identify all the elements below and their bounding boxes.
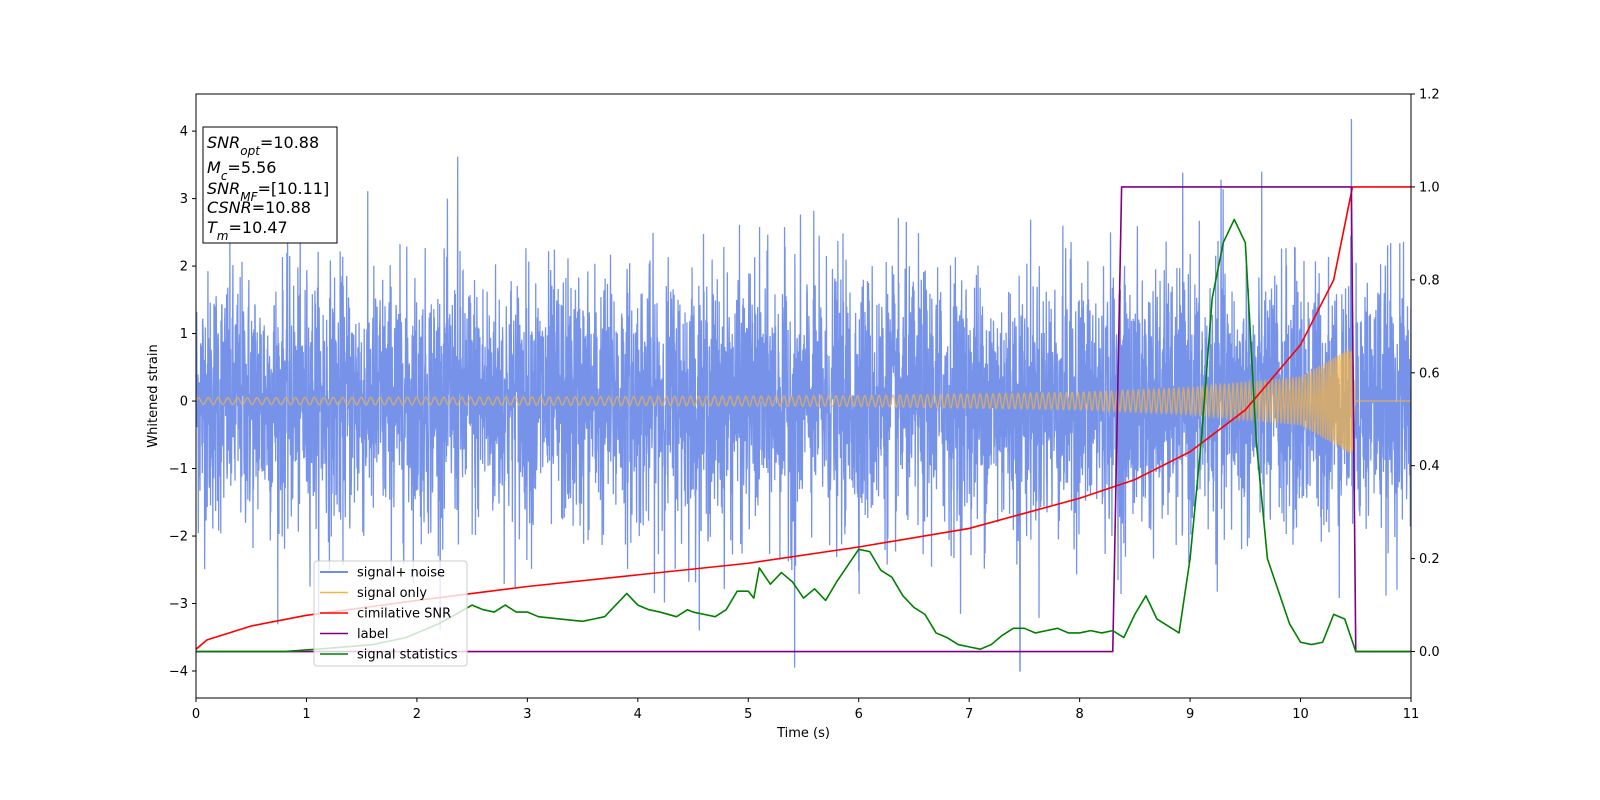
legend-item: signal statistics	[320, 648, 458, 663]
legend-label: cimilative SNR	[357, 607, 451, 622]
legend-frame	[313, 560, 468, 667]
x-tick-label: 8	[1075, 707, 1083, 722]
legend-label: label	[357, 627, 388, 642]
y-tick-label-right: 1.2	[1419, 88, 1440, 103]
y-tick-label-right: 0.2	[1419, 552, 1440, 567]
y-tick-label-right: 0.4	[1419, 459, 1440, 474]
annotation-snr-mf: SNRMF=[10.11]	[207, 179, 329, 204]
legend: signal+ noise signal only cimilative SNR la…	[313, 560, 468, 667]
annotation-snr-opt: SNRopt=10.88	[207, 133, 319, 158]
annotation-tm: Tm=10.47	[207, 218, 288, 243]
annotation-box-frame	[202, 126, 338, 244]
y-tick-label-left: −4	[169, 665, 188, 680]
y-tick-label-right: 0.8	[1419, 273, 1440, 288]
series-signal-statistics	[196, 218, 1411, 653]
y-tick-label-left: 1	[180, 327, 188, 342]
legend-label: signal+ noise	[357, 566, 445, 581]
y-axis-label-left: Whitened strain	[146, 344, 161, 447]
series-layer	[196, 118, 1411, 672]
legend-item: signal+ noise	[320, 566, 445, 581]
legend-item: cimilative SNR	[320, 607, 451, 622]
y-tick-label-left: 0	[180, 395, 188, 410]
y-tick-label-left: 3	[180, 192, 188, 207]
plot-area-frame	[195, 93, 1412, 699]
x-tick-label: 0	[192, 707, 200, 722]
legend-label: signal only	[357, 586, 427, 601]
series-signal-only	[196, 349, 1411, 454]
x-tick-label: 10	[1292, 707, 1309, 722]
annotation-mc: Mc=5.56	[207, 158, 276, 183]
x-tick-label: 3	[523, 707, 531, 722]
y-tick-label-right: 0.0	[1419, 645, 1440, 660]
y-tick-label-left: 2	[180, 260, 188, 275]
series-cimilative-snr	[196, 186, 1411, 650]
x-axis-label: Time (s)	[776, 726, 830, 741]
x-tick-label: 5	[744, 707, 752, 722]
legend-item: label	[320, 627, 388, 642]
legend-label: signal statistics	[357, 648, 458, 663]
y-tick-label-left: −2	[169, 530, 188, 545]
x-tick-label: 4	[634, 707, 642, 722]
y-tick-label-right: 1.0	[1419, 180, 1440, 195]
ticks-layer: 0 1 2 3 4 5 6 7 8 9 10 11 −4 −3 −2 −1 0 1 2 3 4 0.0 0.2 0.4 0.6 0…	[169, 88, 1440, 723]
annotation-box: SNRopt=10.88 Mc=5.56 SNRMF=[10.11] CSNR=…	[202, 126, 338, 244]
x-tick-label: 2	[413, 707, 421, 722]
y-tick-label-right: 0.6	[1419, 366, 1440, 381]
annotation-csnr: CSNR=10.88	[207, 198, 311, 217]
x-tick-label: 7	[965, 707, 973, 722]
y-tick-label-left: −3	[169, 597, 188, 612]
y-tick-label-left: −1	[169, 462, 188, 477]
x-tick-label: 1	[302, 707, 310, 722]
legend-item: signal only	[320, 586, 427, 601]
x-tick-label: 9	[1186, 707, 1194, 722]
x-tick-label: 11	[1403, 707, 1420, 722]
y-tick-label-left: 4	[180, 125, 188, 140]
x-tick-label: 6	[855, 707, 863, 722]
